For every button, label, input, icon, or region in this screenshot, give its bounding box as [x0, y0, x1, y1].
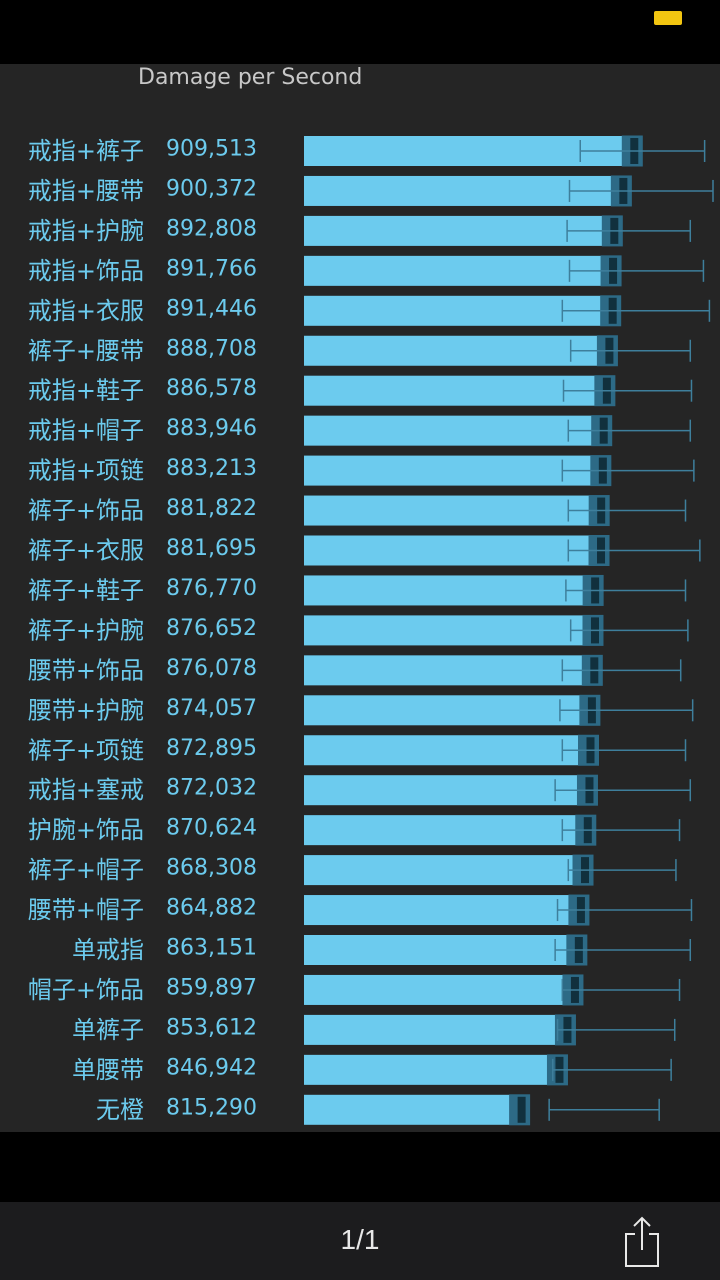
bar: [304, 855, 584, 886]
bar: [304, 1094, 520, 1125]
bar: [304, 775, 588, 806]
value-label: 846,942: [166, 1055, 257, 1080]
category-label: 单戒指: [72, 936, 144, 964]
category-label: 帽子+饰品: [28, 976, 144, 1004]
value-label: 892,808: [166, 216, 257, 241]
bar: [304, 1054, 558, 1085]
bar: [304, 935, 577, 965]
category-label: 腰带+帽子: [28, 896, 144, 924]
value-label: 876,652: [166, 616, 257, 641]
bar: [304, 175, 622, 206]
page-indicator: 1/1: [340, 1224, 380, 1255]
bar: [304, 295, 611, 326]
category-label: 护腕+饰品: [28, 816, 144, 844]
value-label: 888,708: [166, 336, 257, 361]
category-label: 裤子+鞋子: [28, 576, 144, 604]
share-button[interactable]: [618, 1214, 666, 1270]
value-label: 872,032: [166, 776, 257, 801]
value-label: 883,213: [166, 456, 257, 481]
value-label: 909,513: [166, 137, 257, 162]
status-bar: [0, 0, 720, 64]
category-label: 裤子+饰品: [28, 497, 144, 525]
value-label: 864,882: [166, 896, 257, 921]
value-label: 859,897: [166, 975, 257, 1000]
bar: [304, 895, 579, 926]
bar: [304, 255, 612, 286]
bar: [304, 415, 602, 446]
bottom-toolbar: 1/1: [0, 1202, 720, 1280]
category-label: 戒指+护腕: [28, 217, 144, 245]
category-label: 戒指+鞋子: [28, 377, 144, 405]
bar: [304, 974, 573, 1005]
value-label: 881,822: [166, 496, 257, 521]
category-label: 单裤子: [72, 1016, 144, 1044]
bar: [304, 735, 589, 766]
category-label: 单腰带: [72, 1056, 144, 1084]
bar: [304, 535, 600, 566]
battery-icon: [654, 11, 682, 25]
value-label: 868,308: [166, 856, 257, 881]
bar: [304, 335, 608, 366]
bar: [304, 1014, 566, 1045]
bar: [304, 695, 590, 726]
value-label: 881,695: [166, 536, 257, 561]
value-label: 900,372: [166, 176, 257, 201]
category-label: 腰带+护腕: [28, 696, 144, 724]
bar: [304, 655, 593, 686]
bar: [304, 455, 601, 486]
value-label: 876,770: [166, 576, 257, 601]
value-label: 870,624: [166, 816, 257, 841]
bar: [304, 495, 600, 526]
chart-panel: Damage per Second 戒指+裤子 909,513 戒指+腰带 900,3…: [0, 64, 720, 1132]
category-label: 裤子+衣服: [28, 537, 144, 565]
mean-marker: [517, 1096, 526, 1123]
value-label: 886,578: [166, 376, 257, 401]
category-label: 戒指+衣服: [28, 297, 144, 325]
category-label: 裤子+腰带: [28, 337, 144, 365]
value-label: 863,151: [166, 936, 257, 961]
dps-bar-chart: 戒指+裤子 909,513 戒指+腰带 900,372 戒指+护腕 892,808 戒指+饰…: [28, 135, 714, 1126]
category-label: 裤子+帽子: [28, 856, 144, 884]
value-label: 891,766: [166, 256, 257, 281]
value-label: 876,078: [166, 656, 257, 681]
value-label: 853,612: [166, 1015, 257, 1040]
category-label: 裤子+护腕: [28, 616, 144, 644]
category-label: 腰带+饰品: [28, 656, 144, 684]
bar: [304, 575, 594, 606]
category-label: 戒指+裤子: [28, 137, 144, 165]
value-label: 891,446: [166, 296, 257, 321]
category-label: 戒指+帽子: [28, 417, 144, 445]
share-icon: [625, 1216, 659, 1267]
bar: [304, 215, 613, 246]
viewer-gap: [0, 1132, 720, 1202]
bar: [304, 375, 605, 406]
value-label: 872,895: [166, 736, 257, 761]
value-label: 815,290: [166, 1095, 257, 1120]
category-label: 戒指+腰带: [28, 177, 144, 205]
category-label: 戒指+塞戒: [28, 776, 144, 804]
bar: [304, 136, 633, 166]
value-label: 874,057: [166, 696, 257, 721]
chart-title: Damage per Second: [138, 65, 363, 90]
category-label: 戒指+项链: [28, 457, 144, 485]
category-label: 裤子+项链: [28, 736, 144, 764]
bar: [304, 615, 593, 646]
category-label: 无橙: [96, 1096, 144, 1124]
category-label: 戒指+饰品: [28, 257, 144, 285]
bar: [304, 815, 586, 846]
value-label: 883,946: [166, 416, 257, 441]
